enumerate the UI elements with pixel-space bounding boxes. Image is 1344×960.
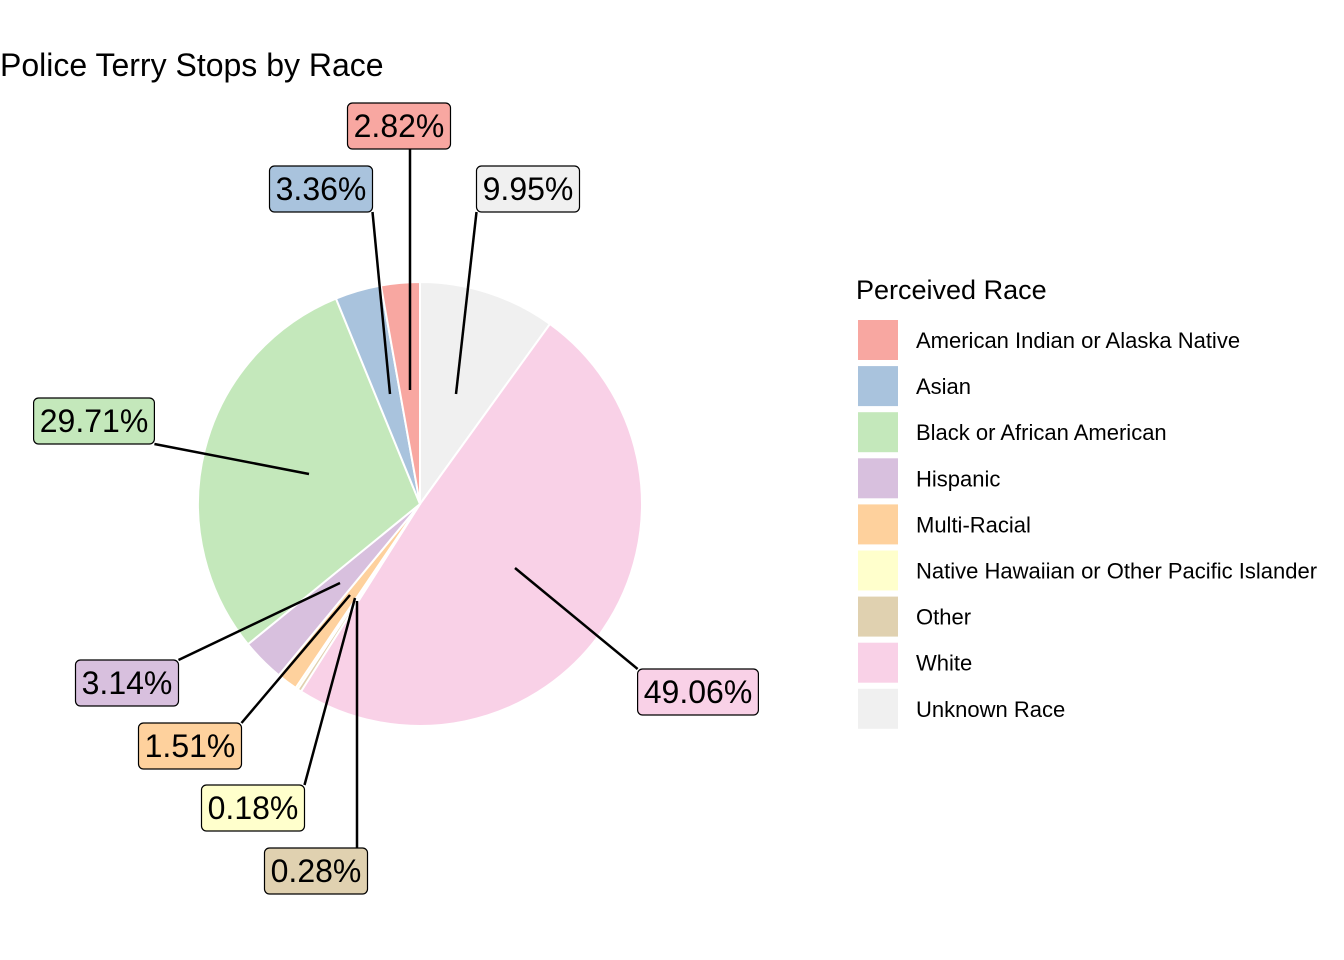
slice-label-multi-racial: 1.51% <box>137 722 243 770</box>
legend-item-unknown-race: Unknown Race <box>858 688 1065 729</box>
chart-title: Police Terry Stops by Race <box>0 47 384 83</box>
slice-label-box <box>475 165 581 213</box>
slice-label-other: 0.28% <box>263 847 369 895</box>
legend-swatch <box>858 642 898 683</box>
slice-label-black-or-african-american: 29.71% <box>32 397 156 445</box>
leader-line-black-or-african-american <box>154 442 310 476</box>
slice-label-box <box>32 397 156 445</box>
slice-label-box <box>268 165 374 213</box>
legend-item-american-indian-or-alaska-native: American Indian or Alaska Native <box>858 320 1240 360</box>
legend-title: Perceived Race <box>856 275 1047 305</box>
leader-line-multi-racial <box>240 594 351 724</box>
pie-slices <box>197 280 643 727</box>
leader-line-native-hawaiian-or-other-pacific-islander <box>303 597 357 786</box>
legend-item-hispanic: Hispanic <box>858 458 1000 499</box>
legend-item-white: White <box>858 642 972 683</box>
slice-label-box <box>346 102 452 150</box>
legend-swatch <box>858 458 898 499</box>
label-leader-lines <box>154 149 639 848</box>
pie-slice-unknown-race <box>419 280 552 508</box>
leader-line-asian <box>371 211 392 395</box>
legend-label: Unknown Race <box>916 697 1065 722</box>
slice-label-text: 0.28% <box>271 853 362 889</box>
slice-label-text: 2.82% <box>354 108 445 144</box>
legend-label: American Indian or Alaska Native <box>916 328 1240 353</box>
slice-label-asian: 3.36% <box>268 165 374 213</box>
legend-swatch <box>858 504 898 545</box>
legend-swatch <box>858 688 898 729</box>
legend-item-native-hawaiian-or-other-pacific-islander: Native Hawaiian or Other Pacific Islande… <box>858 550 1317 591</box>
legend-swatch <box>858 550 898 591</box>
legend: Perceived Race American Indian or Alaska… <box>856 275 1317 729</box>
legend-label: Multi-Racial <box>916 512 1031 537</box>
slice-label-text: 29.71% <box>40 403 149 439</box>
slice-label-box <box>263 847 369 895</box>
legend-label: Native Hawaiian or Other Pacific Islande… <box>916 559 1317 584</box>
slice-label-hispanic: 3.14% <box>74 659 180 707</box>
slice-label-box <box>200 784 306 832</box>
leader-line-unknown-race <box>454 211 478 395</box>
slice-label-box <box>137 722 243 770</box>
slice-label-white: 49.06% <box>636 668 759 716</box>
legend-item-other: Other <box>858 596 971 637</box>
slice-label-text: 0.18% <box>208 790 299 826</box>
slice-label-text: 49.06% <box>644 674 753 710</box>
slice-label-text: 3.36% <box>276 171 367 207</box>
slice-label-text: 3.14% <box>82 665 173 701</box>
legend-item-asian: Asian <box>858 366 971 407</box>
legend-label: Hispanic <box>916 466 1000 491</box>
slice-label-text: 1.51% <box>145 728 236 764</box>
legend-item-multi-racial: Multi-Racial <box>858 504 1031 545</box>
legend-label: Other <box>916 605 971 630</box>
pie-slice-white <box>299 322 643 727</box>
slice-label-box <box>636 668 759 716</box>
slice-labels: 9.95% 49.06% 0.28% 0.18% 1.51% 3.14% 29.71% 3.3… <box>32 102 759 895</box>
slice-label-native-hawaiian-or-other-pacific-islander: 0.18% <box>200 784 306 832</box>
legend-swatch <box>858 412 898 453</box>
legend-item-black-or-african-american: Black or African American <box>858 412 1167 453</box>
leader-line-white <box>514 567 639 670</box>
leader-line-hispanic <box>177 581 341 662</box>
legend-swatch <box>858 596 898 637</box>
slice-label-unknown-race: 9.95% <box>475 165 581 213</box>
slice-label-box <box>74 659 180 707</box>
legend-swatch <box>858 366 898 407</box>
legend-swatch <box>858 320 898 360</box>
legend-label: White <box>916 651 972 676</box>
pie-slice-black-or-african-american <box>197 297 422 646</box>
legend-label: Black or African American <box>916 420 1167 445</box>
slice-label-text: 9.95% <box>483 171 574 207</box>
slice-label-american-indian-or-alaska-native: 2.82% <box>346 102 452 150</box>
legend-label: Asian <box>916 374 971 399</box>
